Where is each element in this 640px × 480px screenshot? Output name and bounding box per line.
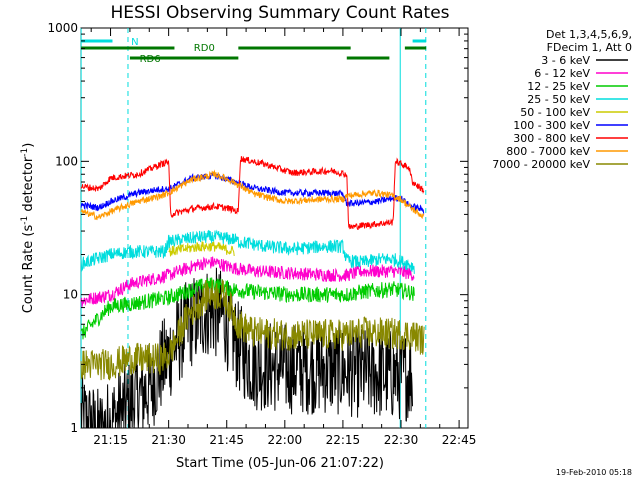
x-tick-label-1: 21:30 (151, 433, 186, 447)
series-line-6 (80, 156, 425, 230)
y-tick-label-2: 100 (55, 154, 78, 168)
y-tick-label-1: 10 (63, 288, 78, 302)
x-axis: 21:15 21:30 21:45 22:00 22:15 22:30 22:45 (90, 28, 477, 447)
series-line-1 (80, 256, 415, 307)
x-tick-label-6: 22:45 (442, 433, 477, 447)
y-axis: 1 10 100 1000 (47, 21, 468, 435)
y-tick-label-3: 1000 (47, 21, 78, 35)
legend-label-2: 12 - 25 keV (527, 80, 590, 93)
series-line-2 (80, 277, 415, 340)
y-axis-label-mid: detector (21, 156, 36, 216)
legend-label-4: 50 - 100 keV (520, 106, 590, 119)
flag-bars: N RD0 RD6 (81, 37, 427, 65)
chart-title: HESSI Observing Summary Count Rates (110, 3, 449, 23)
legend-label-6: 300 - 800 keV (513, 132, 590, 145)
series-line-3 (80, 229, 415, 274)
y-axis-label-end: ) (21, 143, 36, 148)
x-axis-label: Start Time (05-Jun-06 21:07:22) (176, 456, 384, 471)
legend-label-5: 100 - 300 keV (513, 119, 590, 132)
series-line-4 (168, 241, 235, 257)
y-axis-label: Count Rate (s-1 detector-1) (20, 143, 36, 314)
legend-label-1: 6 - 12 keV (534, 67, 590, 80)
flag-label-rd0: RD0 (194, 43, 215, 54)
series-line-7 (80, 169, 425, 221)
legend-header-line-1: Det 1,3,4,5,6,9, (546, 28, 632, 41)
series-line-5 (80, 171, 425, 214)
series-lines (80, 156, 425, 429)
y-axis-label-sup1: -1 (20, 216, 30, 225)
x-tick-label-2: 21:45 (209, 433, 244, 447)
x-tick-label-5: 22:30 (384, 433, 419, 447)
x-tick-label-3: 22:00 (268, 433, 303, 447)
legend-label-0: 3 - 6 keV (541, 54, 590, 67)
y-tick-label-0: 1 (70, 421, 78, 435)
legend-header-line-2: FDecim 1, Att 0 (547, 41, 632, 54)
legend-label-3: 25 - 50 keV (527, 93, 590, 106)
timestamp: 19-Feb-2010 05:18 (556, 468, 632, 477)
series-line-8 (80, 279, 425, 381)
x-tick-label-4: 22:15 (326, 433, 361, 447)
y-axis-label-main: Count Rate (s (21, 225, 36, 314)
y-axis-label-sup2: -1 (20, 148, 30, 157)
legend-label-8: 7000 - 20000 keV (492, 158, 590, 171)
x-tick-label-0: 21:15 (93, 433, 128, 447)
flag-label-n: N (131, 37, 138, 48)
legend-label-7: 800 - 7000 keV (506, 145, 590, 158)
flag-label-rd6: RD6 (140, 54, 161, 65)
